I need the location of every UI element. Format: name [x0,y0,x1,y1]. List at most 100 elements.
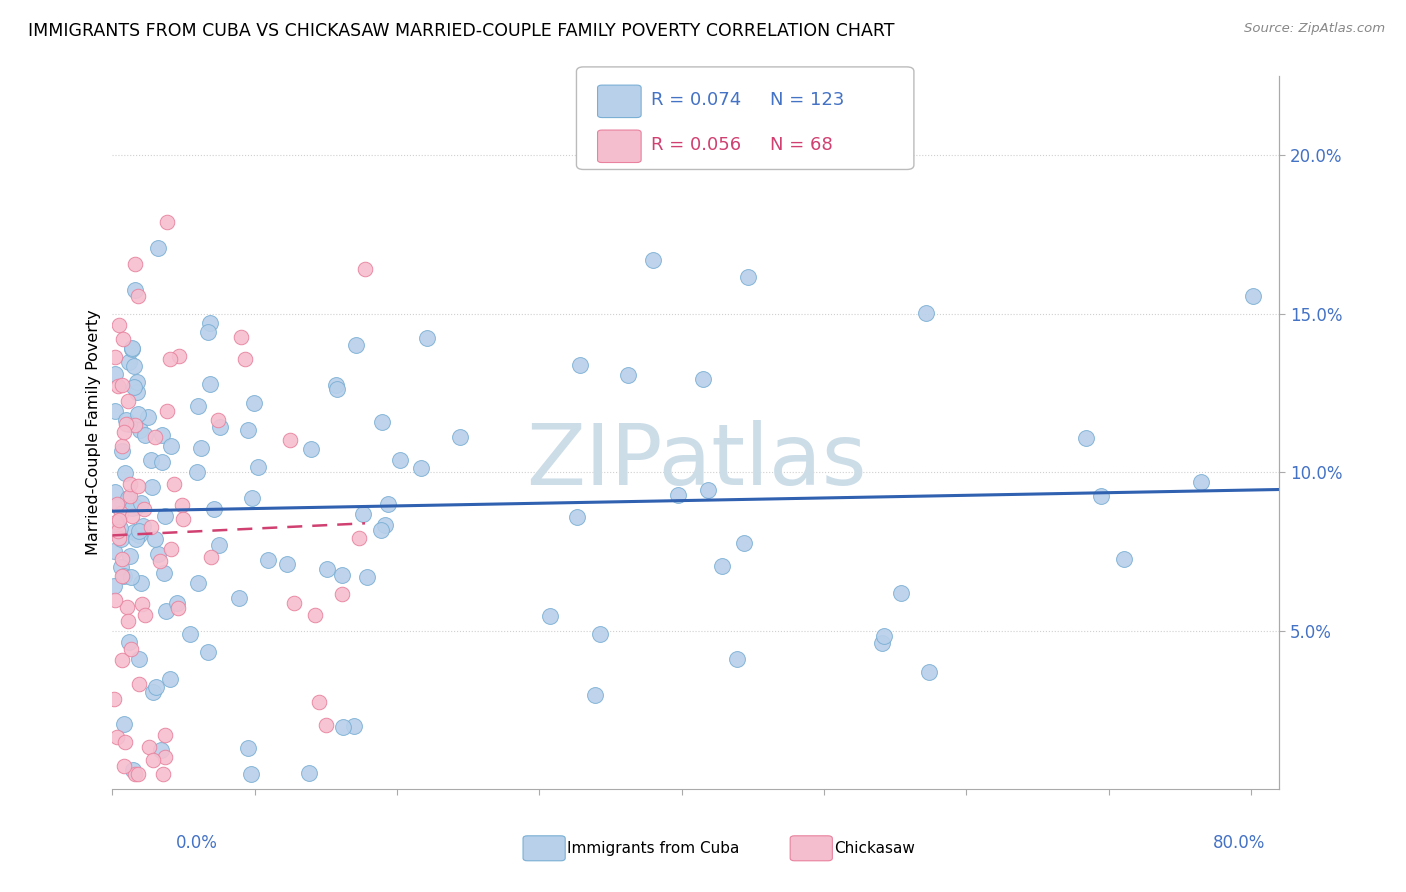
Point [538,609,561,624]
Point [172,512,194,526]
Point [110,560,132,574]
Point [125,532,148,546]
Point [112,569,135,583]
Point [1114,552,1136,566]
Point [326,382,349,396]
Point [186,465,208,479]
Point [737,269,759,284]
Point [138,739,160,754]
Text: R = 0.056: R = 0.056 [651,136,741,153]
Text: Chickasaw: Chickasaw [834,841,915,855]
Text: 80.0%: 80.0% [1213,834,1265,852]
Point [122,525,145,540]
Point [118,635,141,649]
Point [197,325,219,339]
Point [142,685,165,699]
Point [389,452,412,467]
Point [710,559,733,574]
Point [565,510,588,524]
Point [247,460,270,475]
Point [111,653,134,667]
Point [127,289,149,303]
Point [1189,475,1212,490]
Point [568,358,591,372]
Point [107,524,129,538]
Point [692,372,714,386]
Point [115,599,138,614]
Point [128,651,150,665]
Point [127,766,149,780]
Point [124,418,146,433]
Point [152,566,174,580]
Point [111,332,134,346]
Point [153,508,176,523]
Point [143,430,166,444]
Point [107,499,129,513]
Point [124,500,146,515]
Point [132,519,155,533]
Point [170,498,193,512]
Point [132,502,155,516]
Point [915,306,938,320]
Point [114,735,136,749]
Point [111,551,134,566]
Point [104,350,127,364]
Point [104,367,127,381]
Point [156,215,179,229]
Point [120,570,142,584]
Point [156,404,179,418]
Point [240,491,263,506]
Point [121,341,143,355]
Point [108,318,131,332]
Point [127,479,149,493]
Point [110,378,132,392]
Text: N = 68: N = 68 [770,136,834,153]
Point [104,515,127,529]
Point [139,452,162,467]
Point [415,331,437,345]
Point [141,480,163,494]
Point [131,598,153,612]
Point [299,442,322,456]
Point [112,716,135,731]
Point [589,626,612,640]
Point [330,568,353,582]
Text: N = 123: N = 123 [770,91,845,109]
Y-axis label: Married-Couple Family Poverty: Married-Couple Family Poverty [86,310,101,556]
Point [107,531,129,545]
Point [117,393,139,408]
Point [233,351,256,366]
Point [127,375,149,389]
Point [107,498,129,512]
Point [155,604,177,618]
Text: Source: ZipAtlas.com: Source: ZipAtlas.com [1244,22,1385,36]
Point [117,491,139,506]
Point [190,442,212,456]
Point [280,434,302,448]
Point [231,329,253,343]
Point [110,532,132,546]
Point [198,316,221,330]
Point [127,407,149,421]
Point [153,750,176,764]
Point [127,384,149,399]
Point [117,614,139,628]
Point [918,665,941,680]
Point [114,417,136,431]
Point [104,404,127,418]
Point [200,377,222,392]
Point [112,425,135,439]
Point [149,743,172,757]
Point [187,576,209,591]
Point [197,645,219,659]
Point [330,587,353,601]
Point [343,719,366,733]
Point [124,766,146,780]
Point [354,262,377,277]
Point [155,728,177,742]
Point [200,549,222,564]
Point [136,409,159,424]
Point [873,629,896,643]
Point [179,627,201,641]
Point [167,349,190,363]
